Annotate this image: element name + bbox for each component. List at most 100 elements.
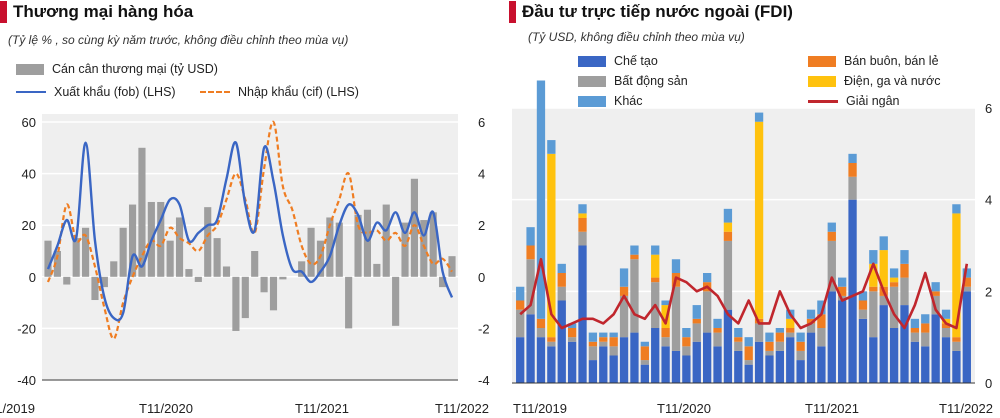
- fdi-bar-segment: [619, 286, 629, 296]
- fdi-bar-segment: [536, 80, 546, 319]
- fdi-bar-segment: [640, 360, 649, 365]
- legend-manufacturing-swatch: [578, 55, 606, 67]
- fdi-bar-segment: [941, 323, 951, 328]
- fdi-bar-segment: [941, 318, 951, 324]
- fdi-bar-segment: [516, 309, 525, 338]
- balance-bar: [128, 204, 137, 277]
- left-right-ytick-label: 6: [478, 115, 485, 130]
- fdi-bar-segment: [952, 337, 961, 342]
- fdi-bar-segment: [900, 305, 909, 383]
- fdi-bar-segment: [838, 286, 847, 296]
- fdi-bar-segment: [952, 213, 961, 338]
- balance-bar: [363, 209, 372, 277]
- balance-bar: [119, 227, 127, 277]
- fdi-bar-segment: [609, 355, 618, 383]
- fdi-bar-segment: [838, 277, 847, 287]
- legend-disbursement-label: Giải ngân: [846, 94, 900, 108]
- fdi-bar-segment: [536, 328, 546, 338]
- right-xtick-label: T11/2020: [657, 401, 711, 416]
- right-xtick-label: T11/2021: [805, 401, 859, 416]
- fdi-bar-segment: [889, 268, 899, 278]
- fdi-bar-segment: [879, 250, 888, 287]
- fdi-bar-segment: [526, 314, 535, 383]
- legend-real-estate-swatch: [578, 75, 606, 87]
- fdi-bar-segment: [858, 300, 868, 310]
- fdi-bar-segment: [786, 318, 795, 328]
- fdi-bar-segment: [682, 328, 691, 338]
- legend-imports: Nhập khẩu (cif) (LHS): [200, 85, 359, 99]
- fdi-bar-segment: [786, 328, 795, 333]
- right-chart-title-bar: Đầu tư trực tiếp nước ngoài (FDI): [509, 0, 793, 24]
- balance-bar: [222, 266, 231, 277]
- fdi-bar-segment: [817, 328, 826, 347]
- right-chart-subtitle: (Tỷ USD, không điều chỉnh theo mùa vụ): [528, 30, 745, 44]
- fdi-bar-segment: [858, 291, 868, 301]
- right-ytick-label: 2: [985, 284, 992, 299]
- fdi-bar-segment: [588, 346, 598, 361]
- balance-bar: [429, 212, 437, 277]
- fdi-bar-segment: [775, 328, 785, 333]
- fdi-bar-segment: [879, 236, 888, 251]
- fdi-bar-segment: [879, 295, 888, 306]
- balance-bar: [100, 276, 108, 288]
- fdi-bar-segment: [754, 121, 764, 319]
- fdi-bar-segment: [661, 337, 670, 347]
- left-right-ytick-label: 4: [478, 167, 485, 182]
- legend-disbursement-line: [808, 99, 838, 103]
- fdi-bar-segment: [661, 328, 670, 338]
- balance-bar: [279, 276, 287, 280]
- fdi-bar-segment: [630, 259, 639, 333]
- fdi-bar-segment: [557, 263, 566, 273]
- left-right-ytick-label: -4: [478, 373, 490, 388]
- fdi-bar-segment: [619, 295, 629, 338]
- fdi-bar-segment: [713, 346, 722, 383]
- fdi-bar-segment: [910, 328, 920, 333]
- left-xtick-label: T11/2021: [295, 401, 349, 416]
- right-chart-title: Đầu tư trực tiếp nước ngoài (FDI): [522, 2, 793, 21]
- fdi-bar-segment: [702, 291, 712, 333]
- legend-other-label: Khác: [614, 94, 643, 108]
- fdi-bar-segment: [567, 328, 577, 338]
- legend-balance-swatch: [16, 63, 44, 75]
- fdi-bar-segment: [765, 350, 774, 356]
- fdi-bar-segment: [713, 328, 722, 333]
- fdi-bar-segment: [848, 153, 857, 163]
- legend-utilities-swatch: [808, 75, 836, 87]
- balance-bar: [382, 204, 390, 277]
- fdi-bar-segment: [848, 176, 857, 200]
- fdi-bar-segment: [734, 341, 743, 351]
- fdi-bar-segment: [817, 314, 826, 328]
- fdi-bar-segment: [547, 140, 556, 154]
- fdi-bar-segment: [723, 231, 733, 241]
- balance-bar: [63, 276, 71, 285]
- fdi-bar-segment: [599, 337, 608, 342]
- right-ytick-label: 6: [985, 101, 992, 116]
- fdi-bar-segment: [806, 318, 816, 324]
- fdi-bar-segment: [941, 309, 951, 319]
- legend-other-swatch: [578, 95, 606, 107]
- legend-wholesale-label: Bán buôn, bán lẻ: [844, 54, 939, 68]
- left-right-ytick-label: 2: [478, 218, 485, 233]
- fdi-bar-segment: [827, 240, 836, 292]
- legend-manufacturing: Chế tạo: [578, 54, 658, 68]
- fdi-bar-segment: [754, 341, 764, 383]
- fdi-bar-segment: [640, 341, 649, 347]
- legend-utilities: Điện, ga và nước: [808, 74, 940, 88]
- balance-bar: [392, 276, 400, 326]
- fdi-bar-segment: [869, 291, 878, 338]
- fdi-bar-segment: [931, 314, 940, 383]
- balance-bar: [175, 217, 184, 277]
- balance-bar: [157, 201, 165, 277]
- fdi-bar-segment: [889, 282, 899, 287]
- left-chart-title-bar: Thương mại hàng hóa: [0, 0, 193, 24]
- left-ytick-label: 20: [22, 218, 36, 233]
- fdi-bar-segment: [796, 341, 805, 351]
- balance-bar: [269, 276, 278, 311]
- fdi-bar-segment: [526, 245, 535, 260]
- fdi-bar-segment: [962, 286, 971, 292]
- fdi-bar-segment: [599, 332, 608, 338]
- fdi-bar-segment: [952, 350, 961, 383]
- fdi-bar-segment: [536, 318, 546, 328]
- legend-balance: Cán cân thương mại (tỷ USD): [16, 62, 218, 76]
- fdi-bar-segment: [619, 337, 629, 383]
